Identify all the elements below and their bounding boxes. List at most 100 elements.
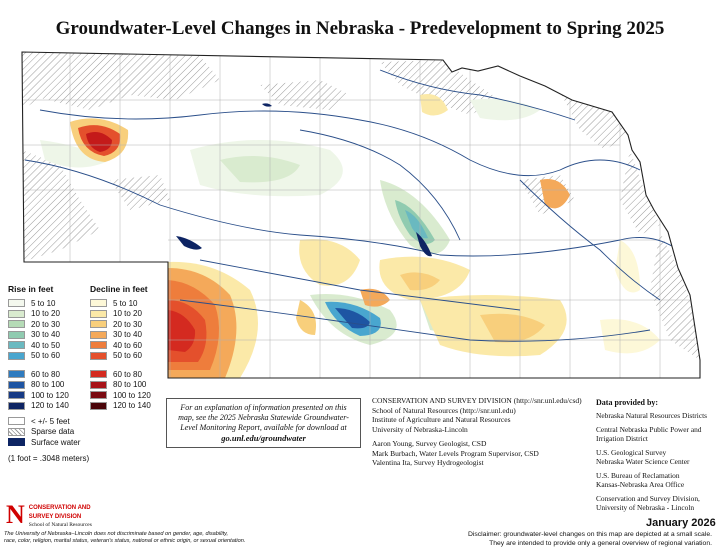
rise-label: 20 to 30	[31, 319, 60, 329]
nebraska-map	[21, 51, 701, 379]
decline-swatch	[90, 380, 107, 389]
csd-line-6: Mark Burbach, Water Levels Program Super…	[372, 448, 539, 458]
surface-water	[176, 103, 432, 257]
decline-legend-item: 60 to 80	[90, 369, 151, 380]
info-box: For an explanation of information presen…	[166, 398, 361, 448]
surface-water-label: Surface water	[31, 437, 81, 447]
rise-legend-item: 100 to 120	[8, 390, 69, 401]
decline-swatch	[90, 341, 107, 350]
rise-swatch	[8, 299, 25, 308]
rise-legend-item: 5 to 10	[8, 298, 69, 309]
map-title: Groundwater-Level Changes in Nebraska - …	[55, 18, 665, 39]
csd-line-3: Institute of Agriculture and Natural Res…	[372, 415, 511, 424]
rise-swatch	[8, 351, 25, 360]
legend-decline-title: Decline in feet	[90, 284, 148, 294]
decline-legend-item: 30 to 40	[90, 330, 151, 341]
unl-csd-logo: N CONSERVATION AND SURVEY DIVISION Schoo…	[6, 500, 92, 529]
decline-legend-item: 120 to 140	[90, 401, 151, 412]
data-providers: Data provided by: Nebraska Natural Resou…	[596, 398, 718, 517]
rivers	[24, 69, 691, 342]
decline-legend-item: 50 to 60	[90, 351, 151, 362]
legend-decline: Decline in feet 5 to 10 10 to 20 20 to 30 3…	[90, 284, 151, 411]
provider-usbr: U.S. Bureau of Reclamation Kansas-Nebrask…	[596, 470, 685, 489]
decline-swatch	[90, 351, 107, 360]
rise-legend-item: 40 to 50	[8, 340, 69, 351]
provider-cnppid: Central Nebraska Public Power and Irrigat…	[596, 424, 702, 444]
decline-legend-item: 100 to 120	[90, 390, 151, 401]
disclaimer: Disclaimer: groundwater-level changes on…	[467, 531, 712, 547]
decline-legend-item: 10 to 20	[90, 309, 151, 320]
legend-decline-list: 5 to 10 10 to 20 20 to 30 30 to 40 40 to 60 5…	[90, 298, 151, 411]
decline-label: 40 to 60	[113, 340, 142, 350]
rise-label: 50 to 60	[31, 351, 60, 361]
decline-label: 100 to 120	[113, 390, 151, 400]
decline-swatch	[90, 391, 107, 400]
info-line-1: For an explanation of information presen…	[180, 403, 347, 412]
rise-swatch	[8, 341, 25, 350]
decline-swatch	[90, 370, 107, 379]
decline-label: 10 to 20	[113, 309, 142, 319]
provider-usgs: U.S. Geological Survey Nebraska Water Sci…	[596, 447, 690, 467]
csd-line-2: School of Natural Resources (http://snr.…	[372, 405, 516, 415]
sparse-label: Sparse data	[31, 427, 75, 437]
provider-csd: Conservation and Survey Division, Univers…	[596, 493, 700, 512]
rise-label: 5 to 10	[31, 298, 56, 308]
county-boundaries	[22, 52, 695, 378]
rise-swatch	[8, 391, 25, 400]
info-line-2: map, see the 2025 Nebraska Statewide Gro…	[178, 413, 349, 422]
sparse-data-areas	[22, 52, 700, 360]
csd-line-4: University of Nebraska-Lincoln	[372, 424, 468, 434]
rise-label: 10 to 20	[31, 309, 60, 319]
csd-line-7: Valentina Ita, Survey Hydrogeologist	[372, 458, 484, 467]
rise-swatch	[8, 309, 25, 318]
decline-label: 5 to 10	[113, 298, 138, 308]
rise-swatch	[8, 330, 25, 339]
decline-swatch	[90, 320, 107, 329]
csd-line-5: Aaron Young, Survey Geologist, CSD	[372, 439, 487, 448]
decline-label: 80 to 100	[113, 380, 147, 390]
provider-nrd: Nebraska Natural Resources Districts	[596, 411, 708, 421]
providers-title: Data provided by:	[596, 398, 659, 407]
decline-swatch	[90, 309, 107, 318]
csd-credits: CONSERVATION AND SURVEY DIVISION (http:/…	[372, 396, 592, 473]
unl-n-logo-icon: N	[6, 500, 25, 529]
publication-date: January 2026	[646, 517, 716, 529]
rise-legend-item: 80 to 100	[8, 380, 69, 391]
csd-line-1: CONSERVATION AND SURVEY DIVISION (http:/…	[372, 396, 582, 405]
decline-legend-item: 5 to 10	[90, 298, 151, 309]
rise-label: 120 to 140	[31, 401, 69, 411]
decline-swatch	[90, 401, 107, 410]
nondiscrimination-footer: The University of Nebraska–Lincoln does …	[4, 531, 246, 544]
decline-legend-item: 80 to 100	[90, 380, 151, 391]
decline-label: 50 to 60	[113, 351, 142, 361]
legend-rise-list: 5 to 10 10 to 20 20 to 30 30 to 40 40 to 50 5…	[8, 298, 69, 411]
decline-label: 20 to 30	[113, 319, 142, 329]
rise-legend-item: 50 to 60	[8, 351, 69, 362]
info-line-3: Level Monitoring Report, available for d…	[180, 423, 347, 432]
rise-swatch	[8, 380, 25, 389]
rise-label: 30 to 40	[31, 330, 60, 340]
decline-legend-item: 40 to 60	[90, 340, 151, 351]
rise-swatch	[8, 370, 25, 379]
rise-label: 60 to 80	[31, 369, 60, 379]
legend-rise: Rise in feet 5 to 10 10 to 20 20 to 30 30 t…	[8, 284, 69, 411]
rise-label: 80 to 100	[31, 380, 65, 390]
rise-legend-item: 120 to 140	[8, 401, 69, 412]
info-link[interactable]: go.unl.edu/groundwater	[221, 433, 306, 443]
small-change-label: < +/- 5 feet	[31, 416, 70, 426]
decline-swatch	[90, 299, 107, 308]
decline-label: 120 to 140	[113, 401, 151, 411]
rise-legend-item: 30 to 40	[8, 330, 69, 341]
rise-swatch	[8, 401, 25, 410]
rise-legend-item: 60 to 80	[8, 369, 69, 380]
state-outline	[21, 51, 701, 379]
rise-swatch	[8, 320, 25, 329]
rise-legend-item: 20 to 30	[8, 319, 69, 330]
rise-label: 40 to 50	[31, 340, 60, 350]
legend-small-change: < +/- 5 feet Sparse data Surface water (…	[8, 416, 89, 463]
decline-label: 30 to 40	[113, 330, 142, 340]
decline-swatch	[90, 330, 107, 339]
legend-rise-title: Rise in feet	[8, 284, 54, 294]
conversion-note: (1 foot = .3048 meters)	[8, 453, 90, 463]
rise-legend-item: 10 to 20	[8, 309, 69, 320]
